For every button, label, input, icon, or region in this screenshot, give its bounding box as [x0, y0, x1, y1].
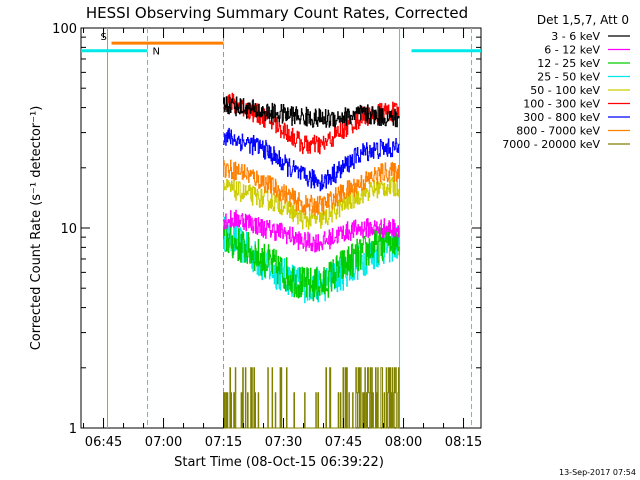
legend-label: 12 - 25 keV: [537, 57, 600, 70]
x-tick-label: 06:45: [85, 435, 122, 450]
observing-flags: SN: [81, 32, 481, 58]
legend-label: 300 - 800 keV: [523, 111, 600, 124]
series-line: [223, 159, 400, 216]
series-line: [223, 209, 400, 253]
footer-timestamp: 13-Sep-2017 07:54: [559, 468, 636, 477]
x-tick-label: 07:15: [205, 435, 242, 450]
x-tick-label: 07:00: [145, 435, 182, 450]
legend-label: 100 - 300 keV: [523, 98, 600, 111]
x-tick-label: 08:15: [445, 435, 482, 450]
y-axis-ticks: 1 10 100: [52, 22, 481, 437]
chart-title: HESSI Observing Summary Count Rates, Cor…: [86, 4, 468, 22]
series-line: [223, 221, 400, 302]
x-axis-ticks: 06:45 07:00 07:15 07:30 07:45 08:00 08:15: [83, 28, 482, 450]
x-axis-label: Start Time (08-Oct-15 06:39:22): [174, 455, 384, 470]
legend-label: 6 - 12 keV: [544, 44, 600, 57]
x-tick-label: 07:30: [265, 435, 302, 450]
series-line: [223, 96, 400, 128]
x-tick-label: 07:45: [325, 435, 362, 450]
legend-title: Det 1,5,7, Att 0: [537, 13, 629, 27]
series-line: [223, 127, 400, 192]
legend-label: 50 - 100 keV: [530, 84, 600, 97]
y-tick-label: 10: [60, 222, 77, 237]
legend-label: 3 - 6 keV: [551, 30, 600, 43]
y-tick-label: 100: [52, 22, 77, 37]
series-lines: [223, 92, 400, 429]
series-line: [223, 367, 400, 429]
legend-label: 800 - 7000 keV: [516, 125, 600, 138]
legend-label: 25 - 50 keV: [537, 71, 600, 84]
y-tick-label: 1: [69, 422, 77, 437]
y-axis-label: Corrected Count Rate (s⁻¹ detector⁻¹): [29, 106, 44, 351]
x-tick-label: 08:00: [385, 435, 422, 450]
flag-label: N: [153, 47, 160, 58]
legend-label: 7000 - 20000 keV: [502, 138, 600, 151]
series-line: [223, 176, 400, 230]
